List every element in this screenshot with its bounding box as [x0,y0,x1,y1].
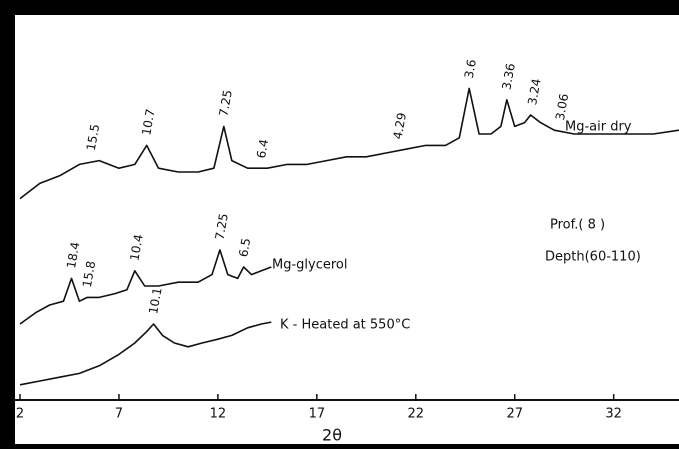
peak-label: 10.1 [146,286,164,315]
series-label: K - Heated at 550°C [280,318,410,333]
trace [19,87,679,200]
peak-label: 4.29 [391,112,409,141]
x-tick-label: 22 [408,407,425,422]
trace [19,321,272,386]
series-label: Mg-air dry [565,120,632,135]
x-tick-label: 12 [210,407,227,422]
peak-label: 3.36 [499,62,517,91]
peak-label: 15.8 [80,260,98,289]
trace [19,249,272,325]
plot-paper [15,15,679,444]
x-tick-label: 32 [605,407,622,422]
peak-label: 3.06 [553,93,571,122]
x-tick-label: 7 [115,407,123,422]
peak-label: 7.25 [212,212,230,241]
peak-label: 10.4 [127,233,145,262]
peak-label: 18.4 [64,241,82,270]
x-tick-label: 27 [506,407,523,422]
x-tick-label: 2 [16,407,24,422]
note: Depth(60-110) [545,250,641,265]
peak-label: 15.5 [84,123,102,152]
peak-label: 6.4 [254,138,271,159]
peak-label: 3.6 [462,58,479,79]
x-tick-label: 17 [309,407,326,422]
peak-label: 6.5 [236,237,253,258]
series-label: Mg-glycerol [272,258,348,273]
x-axis-label: 2θ [322,426,342,445]
peak-label: 10.7 [139,108,157,137]
peak-label: 7.25 [216,89,234,118]
peak-label: 3.24 [525,77,543,106]
note: Prof.( 8 ) [550,218,605,233]
